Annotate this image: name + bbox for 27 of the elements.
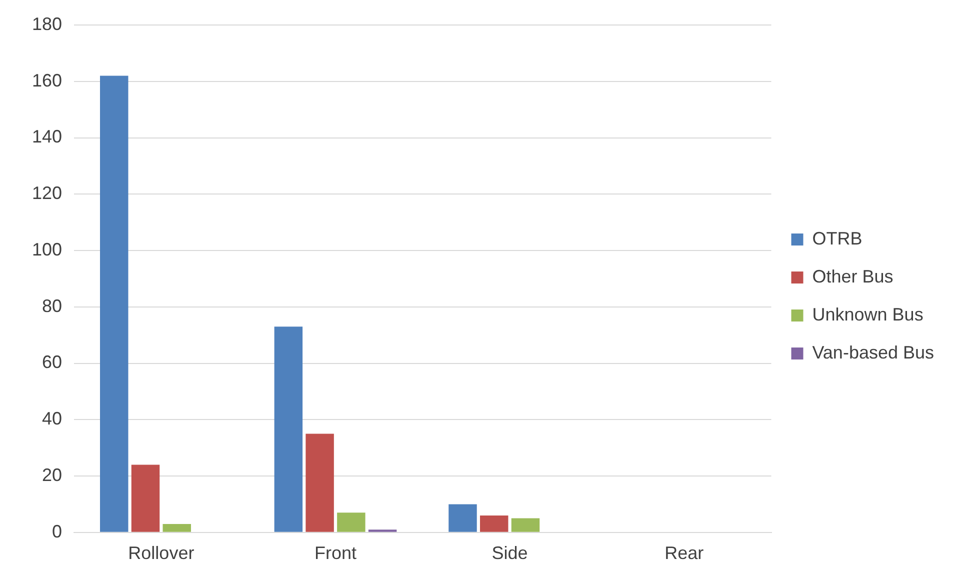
- y-tick-label: 60: [42, 352, 62, 372]
- bar: [162, 524, 191, 532]
- y-tick-label: 160: [32, 70, 62, 90]
- bar: [448, 504, 477, 532]
- bar: [100, 76, 128, 532]
- bar: [511, 518, 540, 532]
- bar: [480, 515, 508, 532]
- legend-label: Van-based Bus: [812, 342, 934, 362]
- bar: [337, 512, 366, 532]
- y-tick-label: 100: [32, 239, 62, 260]
- y-tick-label: 120: [32, 183, 62, 204]
- y-tick-label: 0: [52, 521, 62, 542]
- y-tick-label: 80: [42, 296, 62, 316]
- x-tick-label: Side: [492, 543, 528, 564]
- x-tick-label: Rollover: [128, 543, 194, 564]
- bar: [306, 434, 334, 532]
- x-tick-label: Rear: [664, 543, 704, 564]
- bar: [274, 326, 303, 532]
- legend-label: Unknown Bus: [812, 304, 924, 324]
- x-tick-label: Front: [314, 543, 356, 564]
- y-tick-label: 180: [32, 14, 62, 34]
- bar: [131, 464, 160, 532]
- y-tick-label: 40: [42, 408, 62, 429]
- legend-label: OTRB: [812, 228, 862, 248]
- legend-label: Other Bus: [812, 266, 894, 286]
- y-tick-label: 140: [32, 126, 62, 147]
- y-tick-label: 20: [42, 464, 62, 485]
